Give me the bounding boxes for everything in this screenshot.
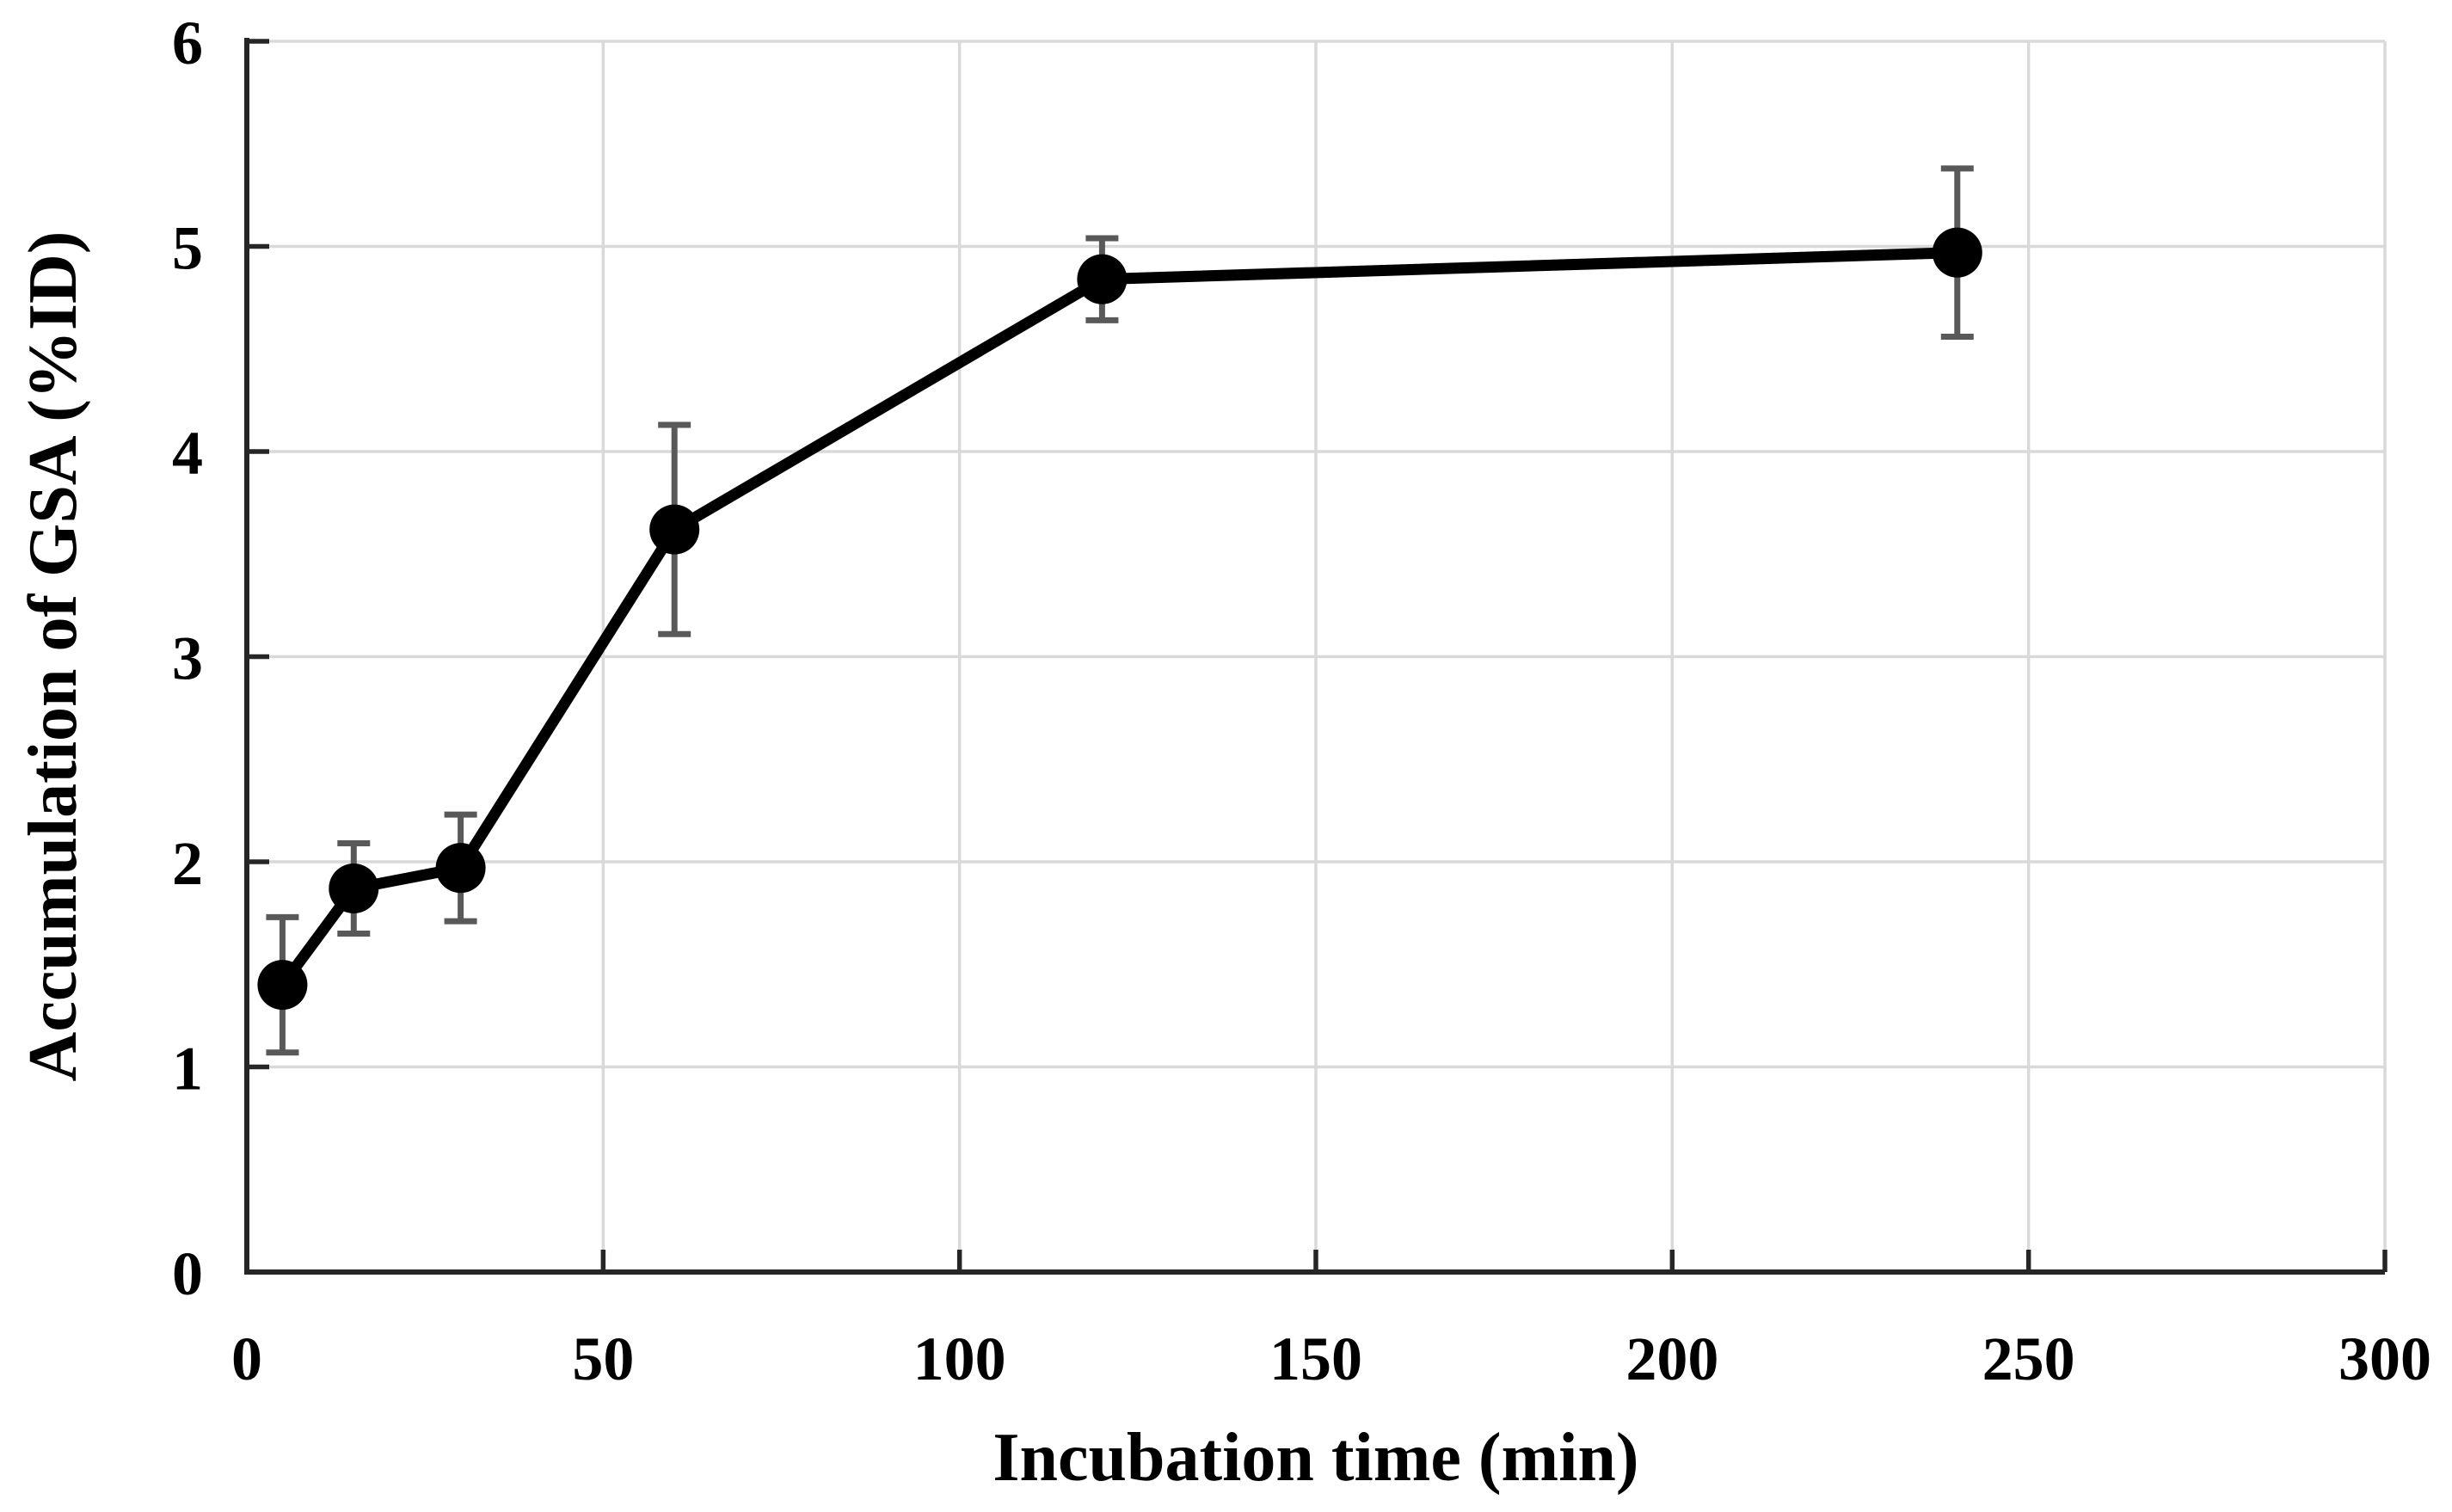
y-tick-label-6: 6 <box>172 9 203 77</box>
data-point-5min <box>257 960 308 1011</box>
y-tick-label-2: 2 <box>172 829 203 898</box>
y-tick-label-5: 5 <box>172 213 203 282</box>
data-point-15min <box>329 864 379 914</box>
x-tick-label-250: 250 <box>1982 1325 2075 1393</box>
y-tick-label-0: 0 <box>172 1239 203 1308</box>
x-axis-title: Incubation time (min) <box>992 1420 1639 1496</box>
series-line <box>276 247 1963 991</box>
x-tick-label-300: 300 <box>2338 1325 2431 1393</box>
y-tick-label-1: 1 <box>172 1034 203 1103</box>
data-point-60min <box>649 504 700 555</box>
data-point-120min <box>1077 254 1128 304</box>
data-point-30min <box>435 843 486 894</box>
y-tick-label-3: 3 <box>172 624 203 692</box>
y-tick-label-4: 4 <box>172 419 203 488</box>
x-tick-label-100: 100 <box>913 1325 1006 1393</box>
x-tick-label-200: 200 <box>1625 1325 1718 1393</box>
y-axis-title: Accumulation of GSA (%ID) <box>15 230 91 1082</box>
x-tick-label-50: 50 <box>572 1325 634 1393</box>
x-tick-label-0: 0 <box>231 1325 262 1393</box>
x-tick-label-150: 150 <box>1269 1325 1362 1393</box>
data-point-240min <box>1932 227 1982 278</box>
